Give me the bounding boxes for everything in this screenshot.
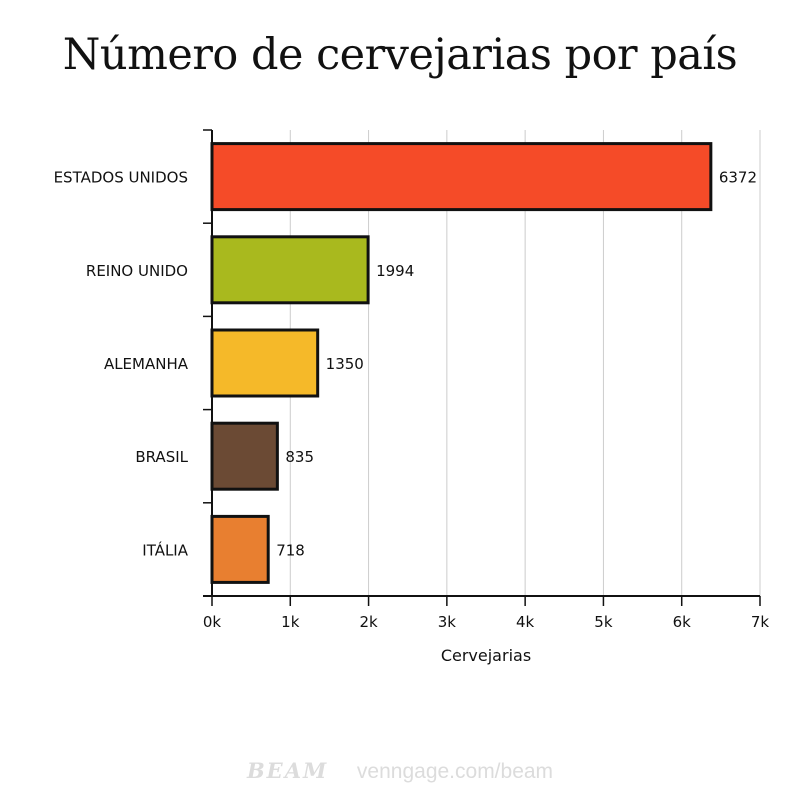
x-tick-label: 7k — [751, 613, 770, 631]
data-label: 6372 — [719, 169, 757, 187]
x-tick-label: 4k — [516, 613, 535, 631]
category-label: REINO UNIDO — [86, 262, 188, 280]
category-label: BRASIL — [135, 448, 188, 466]
chart-title: Número de cervejarias por país — [62, 30, 738, 80]
bar — [210, 421, 279, 491]
x-axis-title: Cervejarias — [441, 646, 531, 665]
bar — [210, 142, 713, 212]
x-tick-label: 3k — [438, 613, 457, 631]
data-label: 835 — [285, 448, 314, 466]
bar — [210, 235, 370, 305]
x-tick-label: 2k — [359, 613, 378, 631]
data-label: 1350 — [326, 355, 364, 373]
x-tick-label: 5k — [594, 613, 613, 631]
footer: BEAM venngage.com/beam — [0, 758, 800, 784]
category-label: ITÁLIA — [142, 540, 188, 559]
bar — [210, 328, 320, 398]
x-tick-label: 0k — [203, 613, 222, 631]
data-label: 718 — [276, 541, 305, 559]
category-label: ESTADOS UNIDOS — [54, 169, 188, 187]
x-tick-label: 1k — [281, 613, 300, 631]
footer-site-link[interactable]: venngage.com/beam — [356, 760, 554, 783]
beam-logo: BEAM — [246, 758, 329, 783]
x-tick-label: 6k — [673, 613, 692, 631]
category-label: ALEMANHA — [104, 355, 189, 373]
bar — [210, 514, 270, 584]
data-label: 1994 — [376, 262, 414, 280]
